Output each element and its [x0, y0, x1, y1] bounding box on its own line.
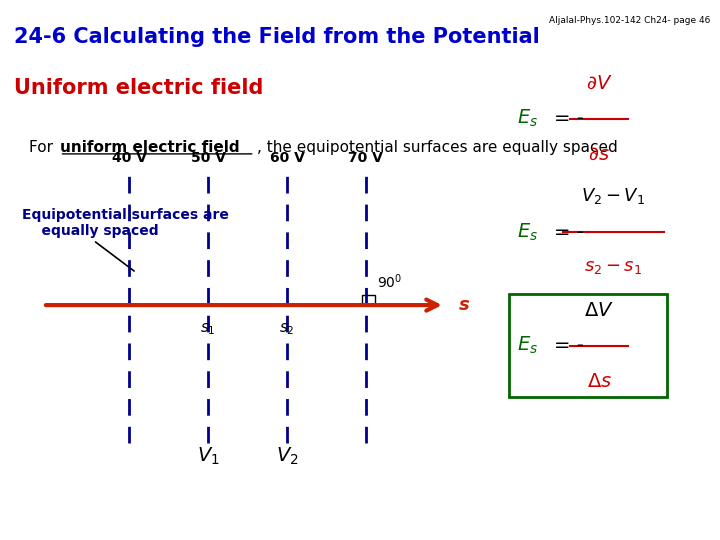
Text: $V_2 - V_1$: $V_2 - V_1$ [581, 186, 646, 206]
Text: 90$^0$: 90$^0$ [377, 273, 402, 291]
Text: For: For [29, 140, 58, 156]
Text: uniform electric field: uniform electric field [60, 140, 239, 156]
Text: = -: = - [554, 222, 584, 242]
Text: $s_1$: $s_1$ [200, 321, 216, 337]
Text: $E_s$: $E_s$ [516, 221, 538, 243]
Text: $E_s$: $E_s$ [516, 335, 538, 356]
Text: = -: = - [554, 109, 584, 129]
Text: Aljalal-Phys.102-142 Ch24- page 46: Aljalal-Phys.102-142 Ch24- page 46 [549, 16, 711, 25]
Text: s: s [459, 296, 470, 314]
Text: = -: = - [554, 336, 584, 355]
Text: 24-6 Calculating the Field from the Potential: 24-6 Calculating the Field from the Pote… [14, 27, 540, 47]
Text: 50 V: 50 V [191, 151, 225, 165]
Text: $E_s$: $E_s$ [516, 108, 538, 130]
Text: $\partial V$: $\partial V$ [586, 74, 613, 93]
Text: $\partial s$: $\partial s$ [588, 145, 610, 164]
Text: $s_2$: $s_2$ [279, 321, 294, 337]
Text: 70 V: 70 V [348, 151, 383, 165]
Text: Uniform electric field: Uniform electric field [14, 78, 264, 98]
Text: $s_2 - s_1$: $s_2 - s_1$ [585, 258, 642, 276]
Text: , the equipotential surfaces are equally spaced: , the equipotential surfaces are equally… [257, 140, 618, 156]
Text: $\Delta s$: $\Delta s$ [587, 372, 612, 390]
Text: $V_2$: $V_2$ [276, 446, 298, 467]
Bar [510, 294, 667, 397]
Text: 60 V: 60 V [269, 151, 305, 165]
Text: $V_1$: $V_1$ [197, 446, 220, 467]
Text: 40 V: 40 V [112, 151, 147, 165]
Text: Equipotential surfaces are
    equally spaced: Equipotential surfaces are equally space… [22, 208, 228, 238]
Text: $\Delta V$: $\Delta V$ [584, 301, 614, 320]
